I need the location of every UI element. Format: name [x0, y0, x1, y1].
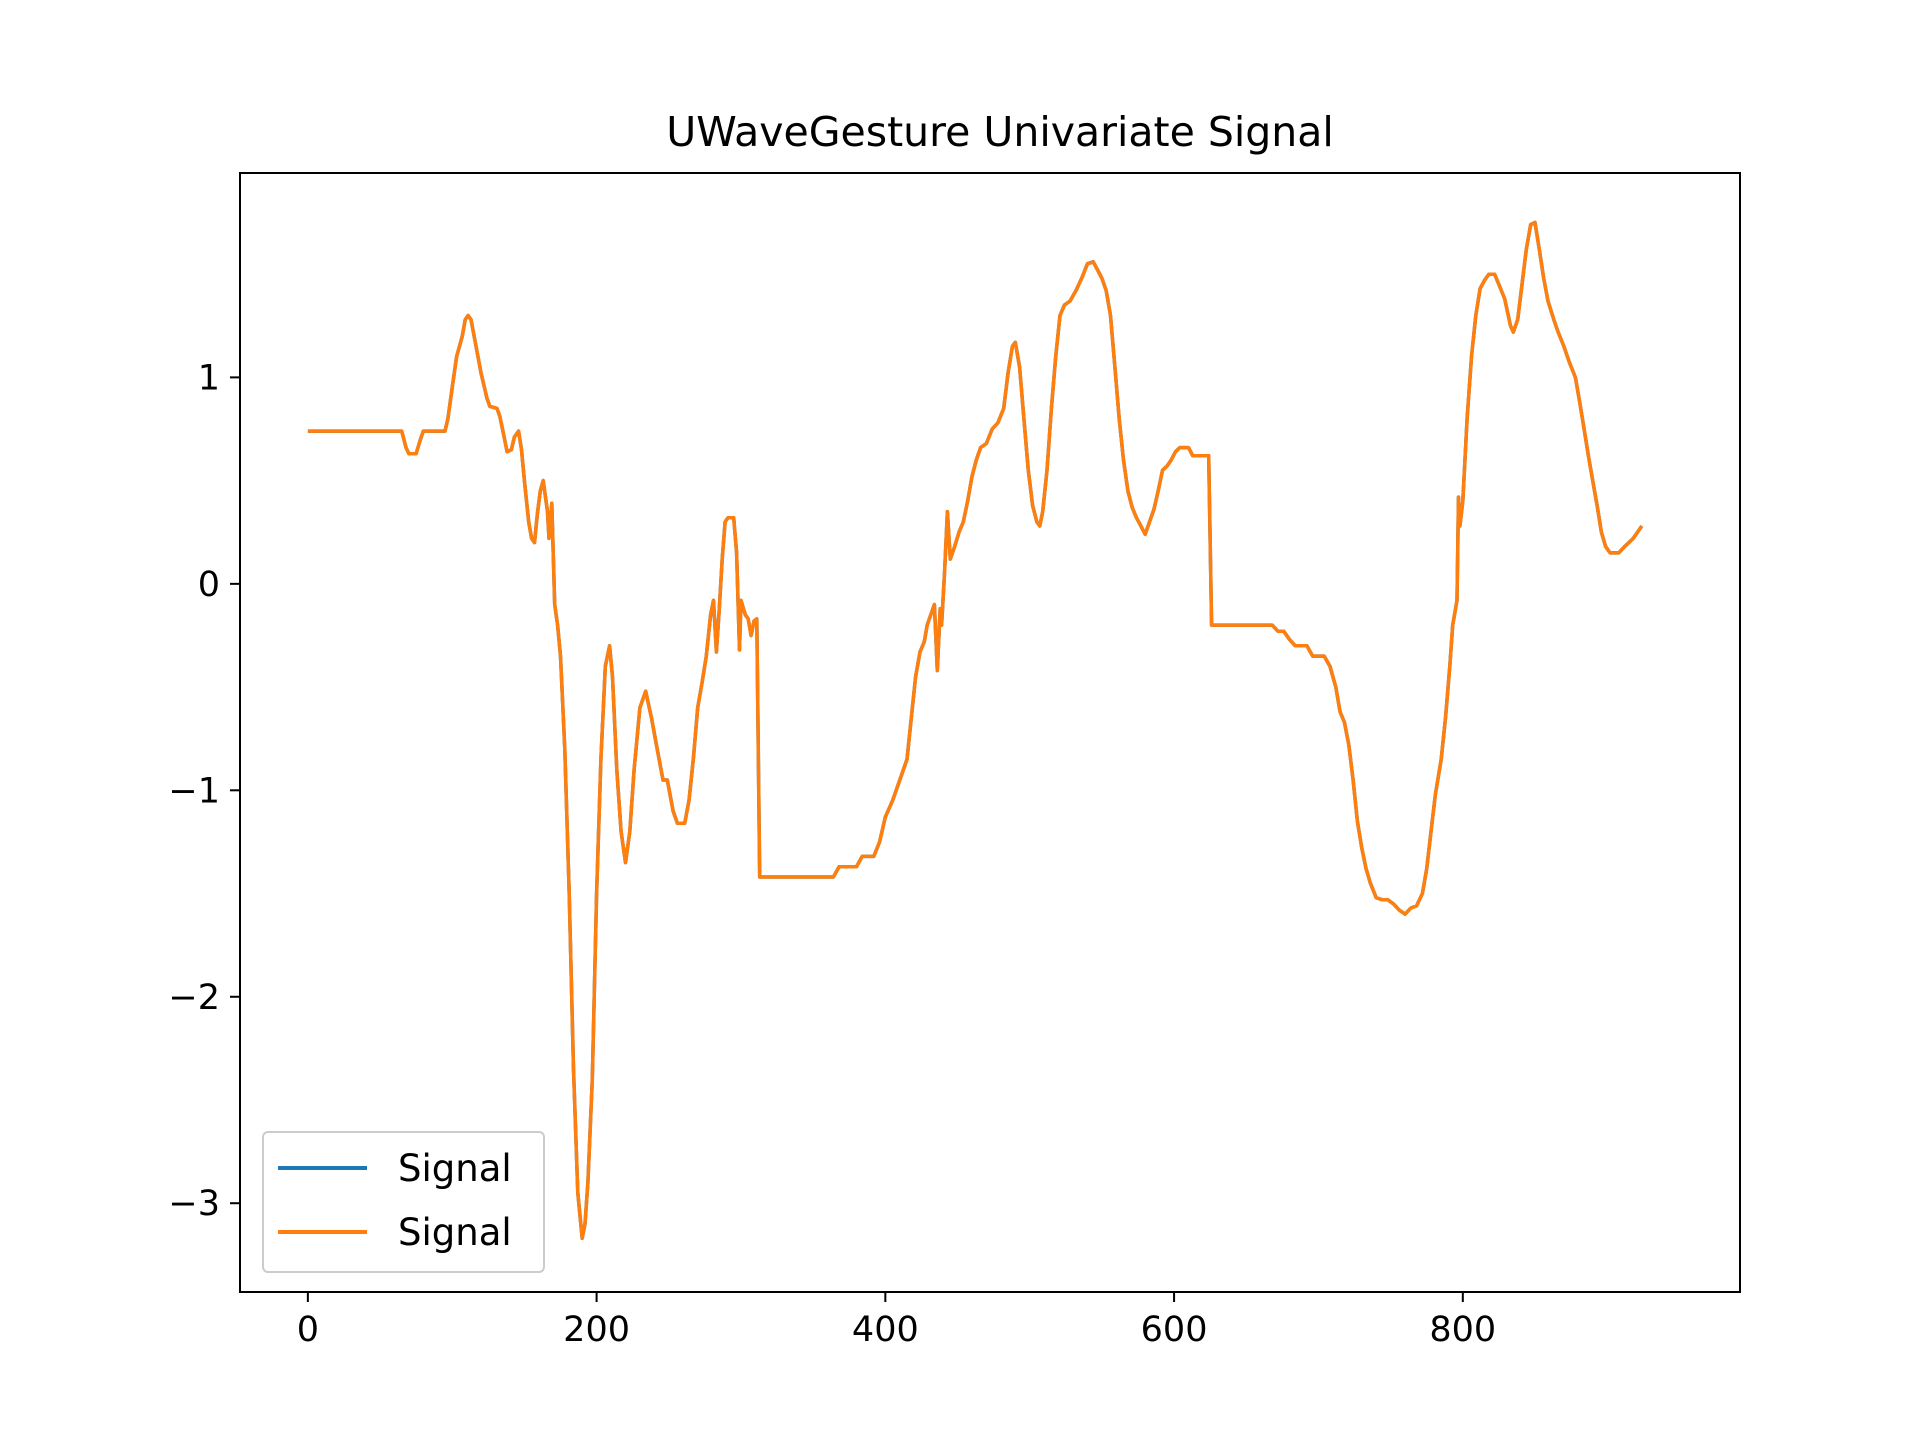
chart-title: UWaveGesture Univariate Signal — [666, 108, 1334, 156]
y-tick-label: −1 — [168, 771, 220, 811]
plot-frame — [239, 172, 1741, 1293]
series-layer — [307, 220, 1644, 1241]
legend-label-2: Signal — [398, 1211, 512, 1254]
legend: Signal Signal — [262, 1131, 545, 1273]
x-axis: 0 200 400 600 800 — [297, 1292, 1496, 1350]
x-tick-label: 0 — [297, 1310, 319, 1350]
series-line-2 — [307, 220, 1644, 1241]
x-tick-label: 600 — [1141, 1310, 1208, 1350]
y-axis: −3 −2 −1 0 1 — [168, 358, 240, 1224]
x-tick-label: 400 — [852, 1310, 919, 1350]
legend-label-1: Signal — [398, 1147, 512, 1190]
y-tick-label: −3 — [168, 1184, 220, 1224]
y-tick-label: −2 — [168, 978, 220, 1018]
x-tick-label: 800 — [1429, 1310, 1496, 1350]
y-tick-label: 0 — [198, 565, 220, 605]
y-tick-label: 1 — [198, 358, 220, 398]
x-tick-label: 200 — [563, 1310, 630, 1350]
